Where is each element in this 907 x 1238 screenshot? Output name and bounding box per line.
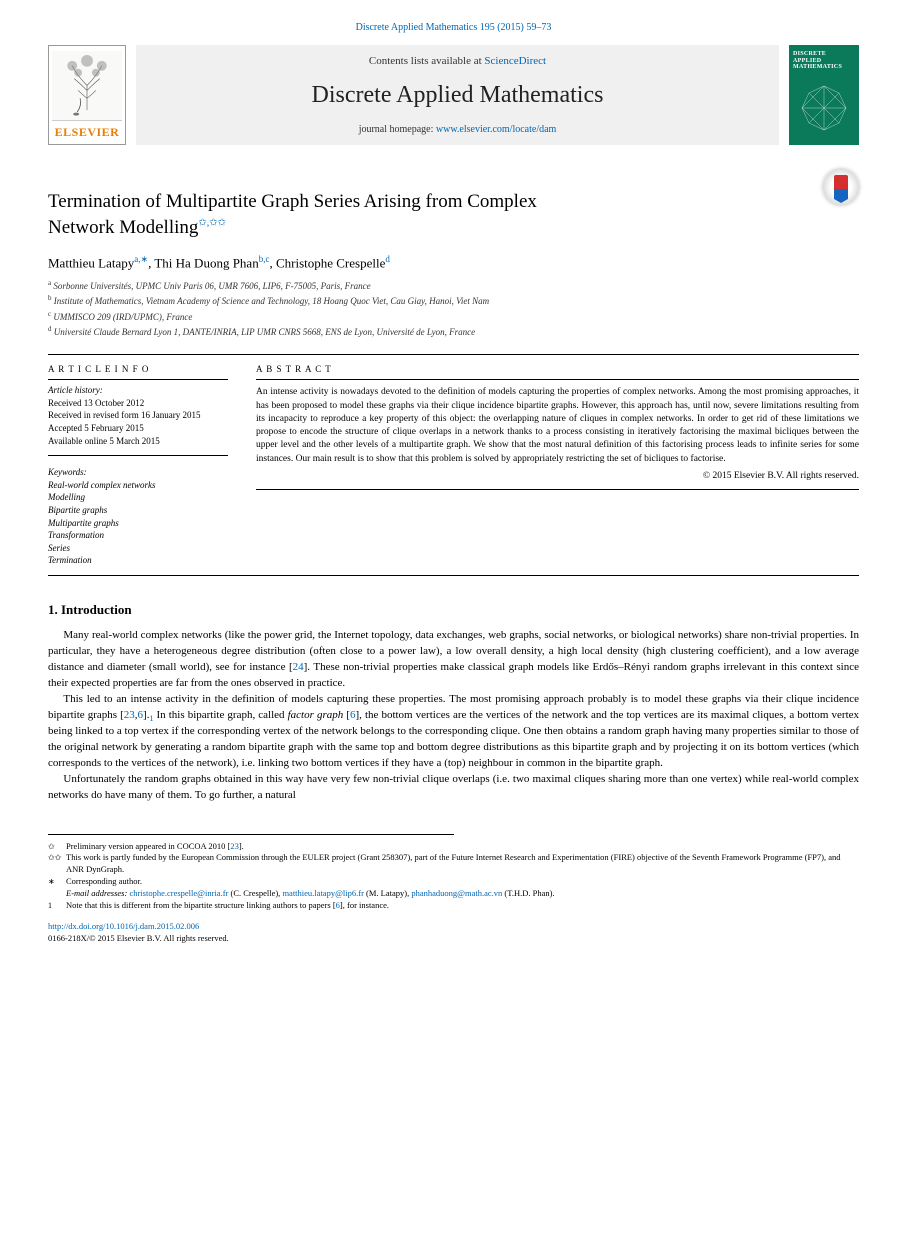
separator-top — [48, 354, 859, 355]
author-3: Christophe Crespelle — [276, 256, 385, 271]
section-heading: 1. Introduction — [48, 602, 859, 618]
history-3: Available online 5 March 2015 — [48, 435, 228, 448]
title-block: Termination of Multipartite Graph Series… — [48, 189, 859, 340]
history-0: Received 13 October 2012 — [48, 397, 228, 410]
crossmark-icon — [834, 175, 848, 199]
section-introduction: 1. Introduction Many real-world complex … — [48, 602, 859, 804]
footnote-corresponding: ∗ Corresponding author. — [48, 876, 859, 888]
history-label: Article history: — [48, 384, 228, 397]
cover-title: DISCRETE APPLIED MATHEMATICS — [793, 51, 855, 71]
affil-d: Université Claude Bernard Lyon 1, DANTE/… — [54, 327, 475, 337]
author-2: Thi Ha Duong Phan — [154, 256, 258, 271]
contents-prefix: Contents lists available at — [369, 55, 484, 67]
affil-b: Institute of Mathematics, Vietnam Academ… — [54, 296, 489, 306]
keyword-1: Modelling — [48, 491, 228, 504]
footnote-star2: ✩✩ This work is partly funded by the Eur… — [48, 852, 859, 876]
homepage-prefix: journal homepage: — [359, 124, 436, 135]
homepage-line: journal homepage: www.elsevier.com/locat… — [359, 124, 557, 135]
title-line1: Termination of Multipartite Graph Series… — [48, 191, 537, 212]
body-text: Many real-world complex networks (like t… — [48, 628, 859, 804]
contents-line: Contents lists available at ScienceDirec… — [369, 55, 546, 67]
keyword-4: Transformation — [48, 529, 228, 542]
keyword-6: Termination — [48, 554, 228, 567]
para-2: This led to an intense activity in the d… — [48, 692, 859, 773]
abstract-text: An intense activity is nowadays devoted … — [256, 386, 859, 466]
footnote-ref-23[interactable]: 23 — [230, 841, 239, 851]
affiliations: a Sorbonne Universités, UPMC Univ Paris … — [48, 278, 859, 340]
elsevier-tree-icon — [52, 51, 122, 121]
footnotes-block: ✩ Preliminary version appeared in COCOA … — [48, 834, 454, 853]
email-label: E-mail addresses: — [66, 888, 127, 898]
journal-cover-thumb[interactable]: DISCRETE APPLIED MATHEMATICS — [789, 45, 859, 145]
abstract-heading: A B S T R A C T — [256, 363, 859, 376]
doi-block: http://dx.doi.org/10.1016/j.dam.2015.02.… — [48, 921, 859, 945]
footnote-1-marker: 1 — [48, 900, 66, 912]
affil-c: UMMISCO 209 (IRD/UPMC), France — [53, 312, 192, 322]
affil-a: Sorbonne Universités, UPMC Univ Paris 06… — [53, 281, 370, 291]
author-1-sup[interactable]: a,∗ — [134, 254, 148, 264]
ref-24[interactable]: 24 — [293, 661, 304, 673]
journal-name: Discrete Applied Mathematics — [312, 82, 604, 109]
history-1: Received in revised form 16 January 2015 — [48, 409, 228, 422]
footnote-1: 1 Note that this is different from the b… — [48, 900, 859, 912]
email-3[interactable]: phanhaduong@math.ac.vn — [411, 888, 502, 898]
crossmark-badge[interactable] — [823, 169, 859, 205]
author-1: Matthieu Latapy — [48, 256, 134, 271]
ref-23[interactable]: 23 — [124, 709, 135, 721]
doi-link[interactable]: http://dx.doi.org/10.1016/j.dam.2015.02.… — [48, 921, 199, 931]
abstract-copyright: © 2015 Elsevier B.V. All rights reserved… — [256, 470, 859, 483]
title-line2: Network Modelling — [48, 217, 198, 238]
header-center: Contents lists available at ScienceDirec… — [136, 45, 779, 145]
article-title: Termination of Multipartite Graph Series… — [48, 189, 859, 240]
para-3: Unfortunately the random graphs obtained… — [48, 772, 859, 804]
article-info: A R T I C L E I N F O Article history: R… — [48, 363, 228, 567]
email-1[interactable]: christophe.crespelle@inria.fr — [129, 888, 228, 898]
history-2: Accepted 5 February 2015 — [48, 422, 228, 435]
footnote-corr-mark: ∗ — [48, 876, 66, 888]
email-2[interactable]: matthieu.latapy@lip6.fr — [282, 888, 363, 898]
homepage-link[interactable]: www.elsevier.com/locate/dam — [436, 124, 556, 135]
authors-line: Matthieu Latapya,∗, Thi Ha Duong Phanb,c… — [48, 254, 859, 271]
elsevier-text: ELSEVIER — [55, 121, 120, 142]
para-1: Many real-world complex networks (like t… — [48, 628, 859, 692]
footnote-star2-mark: ✩✩ — [48, 852, 66, 876]
footnote-emails: E-mail addresses: christophe.crespelle@i… — [48, 888, 859, 900]
article-info-heading: A R T I C L E I N F O — [48, 363, 228, 376]
title-footnote-marks[interactable]: ✩,✩✩ — [198, 217, 226, 228]
keyword-0: Real-world complex networks — [48, 479, 228, 492]
author-3-sup[interactable]: d — [385, 254, 390, 264]
sciencedirect-link[interactable]: ScienceDirect — [484, 55, 546, 67]
abstract-block: A B S T R A C T An intense activity is n… — [256, 363, 859, 567]
issn-line: 0166-218X/© 2015 Elsevier B.V. All right… — [48, 933, 229, 943]
keyword-5: Series — [48, 542, 228, 555]
keywords-label: Keywords: — [48, 466, 228, 479]
journal-header: ELSEVIER Contents lists available at Sci… — [48, 45, 859, 145]
running-header: Discrete Applied Mathematics 195 (2015) … — [48, 0, 859, 45]
info-block: A R T I C L E I N F O Article history: R… — [48, 363, 859, 567]
author-2-sup[interactable]: b,c — [259, 254, 270, 264]
keyword-2: Bipartite graphs — [48, 504, 228, 517]
citation-link[interactable]: Discrete Applied Mathematics 195 (2015) … — [356, 22, 552, 33]
keyword-3: Multipartite graphs — [48, 517, 228, 530]
elsevier-logo[interactable]: ELSEVIER — [48, 45, 126, 145]
separator-bottom — [48, 575, 859, 576]
